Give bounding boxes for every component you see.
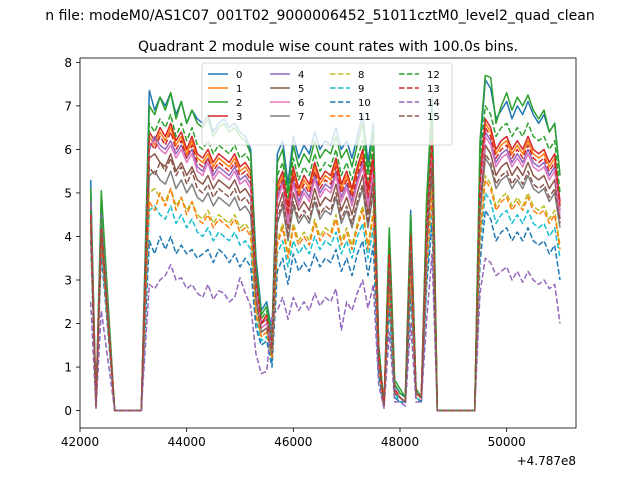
- y-tick-label: 2: [64, 317, 72, 331]
- y-tick-label: 6: [64, 143, 72, 157]
- legend-label-9: 9: [358, 84, 364, 95]
- series-line-12: [89, 105, 561, 412]
- x-axis: 42000 44000 46000 48000 50000: [61, 428, 526, 449]
- series-line-7: [89, 157, 561, 412]
- x-axis-offset-label: +4.787e8: [517, 454, 576, 468]
- series-line-11: [89, 179, 561, 412]
- series-line-1: [89, 122, 561, 412]
- legend-label-2: 2: [236, 98, 242, 109]
- legend-label-1: 1: [236, 84, 242, 95]
- x-tick-label: 46000: [274, 435, 312, 449]
- y-tick-label: 1: [64, 361, 72, 375]
- x-tick-label: 42000: [61, 435, 99, 449]
- legend-label-15: 15: [427, 112, 440, 123]
- x-tick-label: 44000: [168, 435, 206, 449]
- legend-label-7: 7: [298, 112, 304, 123]
- series-line-14: [89, 253, 561, 412]
- y-tick-label: 3: [64, 274, 72, 288]
- legend-label-14: 14: [427, 98, 440, 109]
- series-line-13: [89, 126, 561, 412]
- legend-label-5: 5: [298, 84, 304, 95]
- series-line-5: [89, 144, 561, 412]
- series-line-9: [89, 192, 561, 412]
- legend-label-11: 11: [358, 112, 371, 123]
- series-line-10: [89, 209, 561, 412]
- x-tick-label: 48000: [381, 435, 419, 449]
- series-line-15: [89, 153, 561, 412]
- series-line-6: [89, 135, 561, 412]
- x-tick-label: 50000: [488, 435, 526, 449]
- legend-label-3: 3: [236, 112, 242, 123]
- legend-label-12: 12: [427, 70, 440, 81]
- legend-box: [201, 62, 453, 146]
- series-line-8: [89, 174, 561, 412]
- legend-label-8: 8: [358, 70, 364, 81]
- y-tick-label: 5: [64, 186, 72, 200]
- y-tick-label: 7: [64, 99, 72, 113]
- y-tick-label: 8: [64, 56, 72, 70]
- legend-label-10: 10: [358, 98, 371, 109]
- chart-title: Quadrant 2 module wise count rates with …: [138, 39, 518, 55]
- series-layer: [89, 74, 561, 412]
- plot-frame: [79, 57, 577, 429]
- y-tick-label: 0: [64, 404, 72, 418]
- series-line-2: [89, 74, 561, 412]
- figure-suptitle: n file: modeM0/AS1C07_001T02_9000006452_…: [45, 8, 594, 24]
- y-axis: 0 1 2 3 4 5 6 7 8: [64, 56, 80, 418]
- series-line-3: [89, 118, 561, 412]
- legend-label-13: 13: [427, 84, 440, 95]
- legend-label-0: 0: [236, 70, 242, 81]
- legend-label-6: 6: [298, 98, 304, 109]
- legend-label-4: 4: [298, 70, 304, 81]
- y-tick-label: 4: [64, 230, 72, 244]
